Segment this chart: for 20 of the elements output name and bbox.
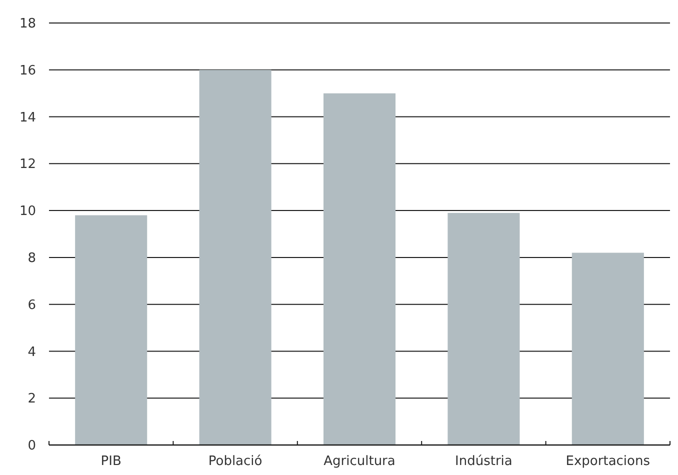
y-tick-label: 16 <box>19 63 36 78</box>
bar <box>199 70 272 445</box>
bar <box>448 212 520 445</box>
y-tick-label: 2 <box>28 392 36 407</box>
y-tick-label: 14 <box>19 110 36 126</box>
y-tick-label: 0 <box>28 438 36 454</box>
x-tick-label: Població <box>208 454 262 469</box>
y-tick-label: 8 <box>28 250 36 266</box>
y-tick-label: 18 <box>19 16 36 32</box>
x-tick-label: Agricultura <box>324 454 396 469</box>
y-tick-label: 10 <box>19 204 36 220</box>
bar <box>75 215 148 445</box>
x-tick-label: PIB <box>100 454 122 469</box>
bar <box>572 252 644 445</box>
y-tick-label: 6 <box>28 298 36 313</box>
x-tick-label: Exportacions <box>566 454 650 469</box>
bar <box>323 93 396 445</box>
y-tick-label: 12 <box>19 157 36 172</box>
x-tick-label: Indústria <box>455 454 512 469</box>
y-tick-label: 4 <box>28 344 36 360</box>
